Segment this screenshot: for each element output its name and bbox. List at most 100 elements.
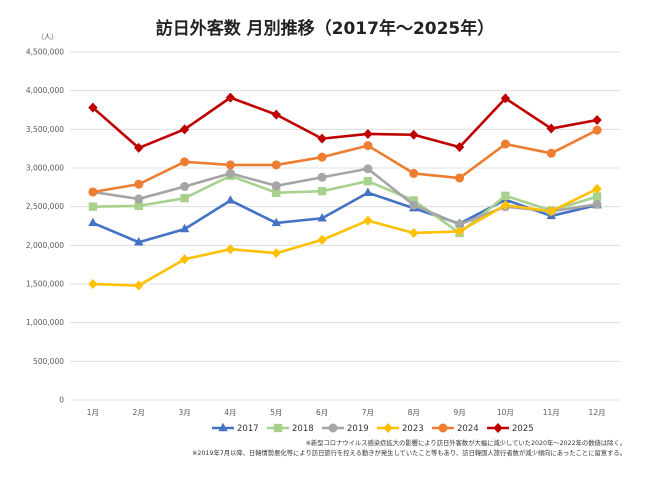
data-point-2019 bbox=[363, 164, 373, 174]
x-tick-label: 7月 bbox=[362, 408, 374, 417]
x-tick-label: 6月 bbox=[316, 408, 328, 417]
legend-label-2024: 2024 bbox=[457, 424, 479, 434]
data-point-2017 bbox=[317, 213, 327, 222]
series-line-2023 bbox=[92, 187, 598, 287]
data-point-2023 bbox=[271, 248, 281, 259]
data-point-2018 bbox=[409, 196, 418, 205]
data-point-2023 bbox=[592, 183, 602, 194]
data-point-2024 bbox=[409, 168, 419, 178]
series-line-2025 bbox=[92, 96, 598, 150]
series-line-2017 bbox=[92, 191, 598, 244]
data-point-2025 bbox=[409, 129, 419, 140]
legend-label-2017: 2017 bbox=[237, 424, 259, 434]
x-tick-label: 12月 bbox=[589, 408, 606, 417]
data-point-2019 bbox=[180, 182, 190, 192]
y-tick-label: 2,500,000 bbox=[26, 202, 64, 211]
data-point-2019 bbox=[271, 181, 281, 191]
legend-marker-2025 bbox=[493, 423, 503, 433]
data-point-2023 bbox=[134, 280, 144, 291]
x-tick-label: 9月 bbox=[453, 408, 465, 417]
data-point-2025 bbox=[454, 142, 465, 153]
data-point-2023 bbox=[363, 215, 373, 226]
data-point-2018 bbox=[272, 188, 281, 197]
legend-marker-2017 bbox=[218, 422, 228, 432]
data-point-2025 bbox=[225, 92, 236, 103]
y-tick-label: 4,000,000 bbox=[26, 86, 64, 95]
data-point-2023 bbox=[409, 227, 419, 238]
data-point-2023 bbox=[179, 254, 190, 265]
data-point-2018 bbox=[501, 191, 510, 201]
data-point-2024 bbox=[592, 125, 602, 135]
data-point-2019 bbox=[317, 172, 327, 182]
y-axis-unit-label: （人） bbox=[37, 33, 58, 41]
x-tick-label: 10月 bbox=[497, 408, 514, 417]
data-point-2024 bbox=[271, 160, 281, 170]
y-tick-label: 3,500,000 bbox=[26, 125, 64, 134]
data-point-2025 bbox=[546, 123, 556, 134]
data-point-2024 bbox=[455, 173, 465, 183]
data-point-2019 bbox=[225, 168, 235, 178]
legend-label-2019: 2019 bbox=[347, 424, 369, 434]
data-point-2018 bbox=[317, 187, 327, 196]
data-point-2023 bbox=[454, 226, 465, 237]
y-tick-label: 4,500,000 bbox=[26, 48, 64, 57]
data-point-2024 bbox=[317, 152, 327, 162]
data-point-2024 bbox=[500, 139, 510, 149]
legend-marker-2023 bbox=[383, 423, 393, 433]
data-point-2024 bbox=[88, 187, 98, 197]
data-point-2025 bbox=[179, 124, 190, 135]
y-tick-label: 1,000,000 bbox=[26, 318, 64, 327]
data-point-2018 bbox=[134, 201, 143, 211]
data-point-2018 bbox=[180, 193, 189, 203]
data-point-2025 bbox=[317, 133, 327, 144]
legend-label-2018: 2018 bbox=[292, 424, 314, 434]
data-point-2017 bbox=[225, 195, 236, 204]
y-tick-label: 1,500,000 bbox=[26, 280, 64, 289]
data-point-2024 bbox=[225, 160, 235, 170]
chart-title: 訪日外客数 月別推移（2017年～2025年） bbox=[155, 19, 495, 39]
data-point-2024 bbox=[180, 157, 190, 167]
data-point-2019 bbox=[409, 200, 419, 210]
chart-notes: ※新型コロナウイルス感染症拡大の影響により訪日外客数が大幅に減少していた2020… bbox=[192, 439, 626, 459]
x-tick-label: 8月 bbox=[408, 408, 420, 417]
data-point-2017 bbox=[134, 237, 144, 246]
data-point-2019 bbox=[455, 219, 465, 229]
legend-label-2025: 2025 bbox=[512, 424, 534, 434]
data-point-2019 bbox=[592, 199, 602, 209]
legend-marker-2024 bbox=[438, 423, 448, 433]
data-point-2025 bbox=[271, 109, 281, 120]
data-point-2017 bbox=[271, 217, 281, 227]
series-line-2024 bbox=[92, 128, 598, 194]
y-tick-label: 3,000,000 bbox=[26, 164, 64, 173]
data-point-2023 bbox=[317, 234, 327, 245]
x-tick-label: 2月 bbox=[133, 408, 145, 417]
data-point-2018 bbox=[363, 176, 373, 186]
data-point-2025 bbox=[592, 115, 602, 126]
data-point-2018 bbox=[592, 192, 602, 201]
data-point-2023 bbox=[88, 279, 98, 289]
data-point-2024 bbox=[546, 148, 556, 158]
data-point-2017 bbox=[363, 187, 373, 196]
x-tick-label: 3月 bbox=[178, 408, 190, 417]
data-point-2018 bbox=[88, 202, 98, 211]
data-point-2024 bbox=[134, 179, 144, 189]
legend-label-2023: 2023 bbox=[402, 424, 424, 434]
data-point-2025 bbox=[88, 102, 98, 113]
x-tick-label: 11月 bbox=[543, 408, 560, 417]
chart-note-1: ※新型コロナウイルス感染症拡大の影響により訪日外客数が大幅に減少していた2020… bbox=[305, 440, 626, 447]
y-tick-label: 2,000,000 bbox=[26, 241, 64, 250]
data-point-2019 bbox=[134, 194, 144, 204]
chart-note-2: ※2019年7月以降、日韓情勢悪化等により訪日旅行を控える動きが発生していたこと… bbox=[192, 450, 626, 457]
data-point-2024 bbox=[363, 141, 373, 151]
legend-marker-2019 bbox=[328, 423, 338, 433]
x-tick-label: 4月 bbox=[224, 408, 236, 417]
y-tick-label: 500,000 bbox=[33, 357, 64, 366]
legend-marker-2018 bbox=[273, 423, 283, 433]
series-line-2018 bbox=[92, 174, 598, 235]
data-point-2025 bbox=[500, 93, 511, 104]
data-point-2023 bbox=[225, 244, 236, 255]
x-tick-label: 5月 bbox=[270, 408, 282, 417]
data-point-2023 bbox=[546, 206, 556, 217]
y-tick-label: 0 bbox=[59, 396, 64, 405]
